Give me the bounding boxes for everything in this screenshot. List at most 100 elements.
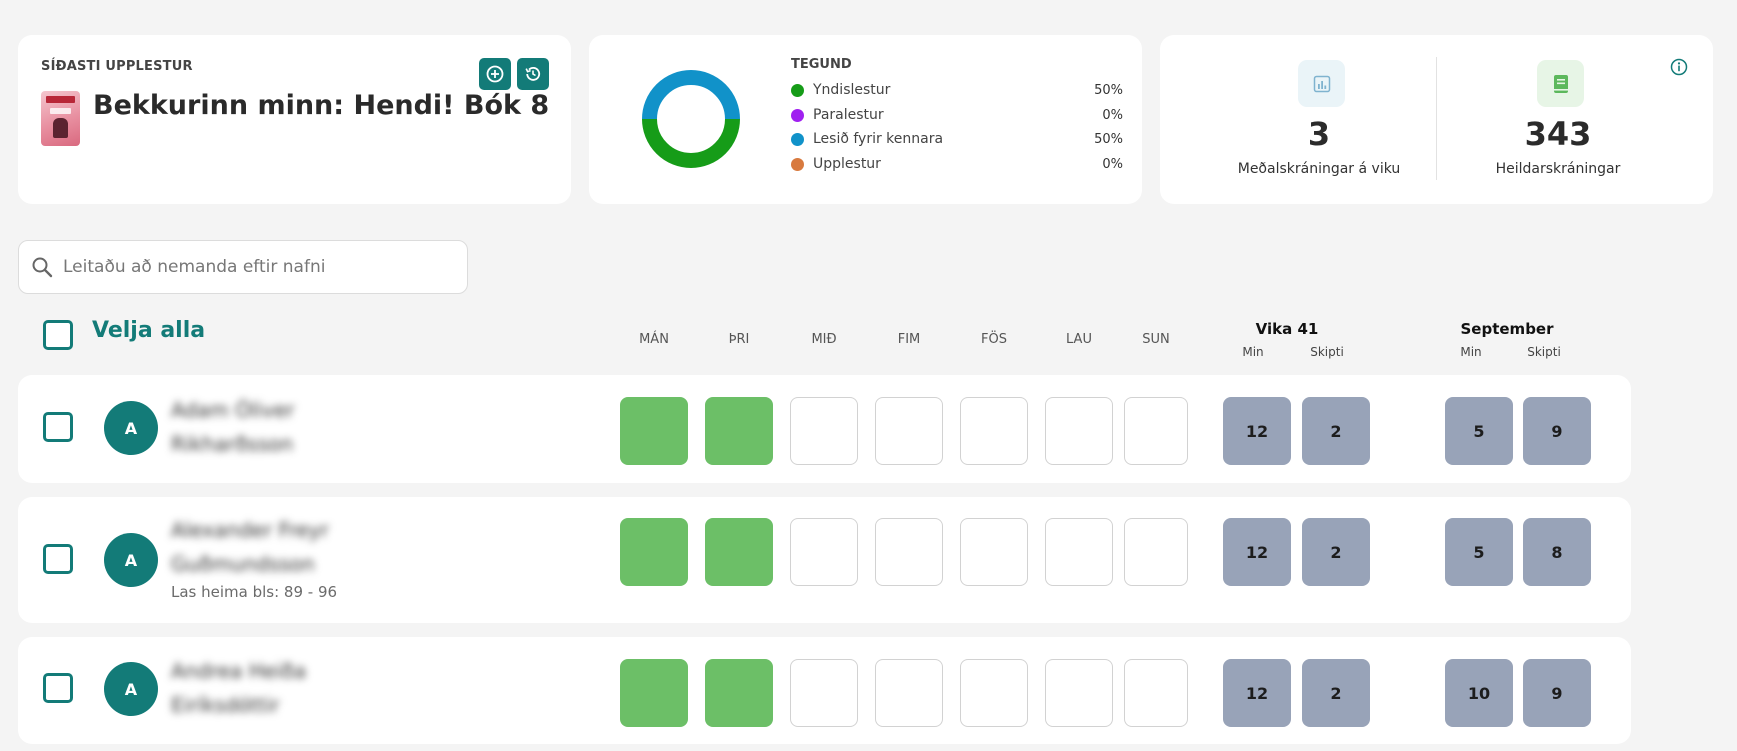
recent-reading-title: SÍÐASTI UPPLESTUR xyxy=(41,59,193,74)
student-first-name: Adam Óliver xyxy=(171,398,295,422)
legend-label: Yndislestur xyxy=(813,82,891,98)
week-times-value: 2 xyxy=(1302,518,1370,586)
legend-label: Paralestur xyxy=(813,107,884,123)
month-min-value: 5 xyxy=(1445,518,1513,586)
week-min-value: 12 xyxy=(1223,659,1291,727)
legend-item-paralestur: Paralestur 0% xyxy=(791,105,1123,125)
day-box[interactable] xyxy=(1124,518,1188,586)
type-legend-title: TEGUND xyxy=(791,57,852,72)
day-box[interactable] xyxy=(960,397,1028,465)
day-header-mon: MÁN xyxy=(639,332,669,347)
day-header-wed: MIÐ xyxy=(811,332,837,347)
student-checkbox[interactable] xyxy=(43,673,73,703)
day-box[interactable] xyxy=(620,518,688,586)
student-search xyxy=(18,240,468,294)
plus-circle-icon xyxy=(486,65,504,83)
day-box[interactable] xyxy=(875,397,943,465)
search-input[interactable] xyxy=(63,251,453,283)
day-box[interactable] xyxy=(1124,659,1188,727)
student-row[interactable]: A Adam Óliver Rikharðsson 12 2 5 9 xyxy=(18,375,1631,483)
student-checkbox[interactable] xyxy=(43,412,73,442)
month-min-header: Min xyxy=(1460,345,1482,359)
day-box[interactable] xyxy=(960,518,1028,586)
day-header-sun: SUN xyxy=(1142,332,1170,347)
month-min-value: 10 xyxy=(1445,659,1513,727)
legend-label: Lesið fyrir kennara xyxy=(813,131,944,147)
weekly-average-value: 3 xyxy=(1307,115,1331,153)
select-all-label[interactable]: Velja alla xyxy=(92,318,206,343)
legend-label: Upplestur xyxy=(813,156,881,172)
day-box[interactable] xyxy=(790,518,858,586)
day-header-thu: FIM xyxy=(897,332,921,347)
select-all-checkbox[interactable] xyxy=(43,320,73,350)
add-reading-button[interactable] xyxy=(479,58,511,90)
statistics-card: 3 Meðalskráningar á viku 343 Heildarskrá… xyxy=(1160,35,1713,204)
legend-percent: 50% xyxy=(1094,82,1123,98)
book-cover-image xyxy=(41,91,80,146)
student-last-name: Eiríksdóttir xyxy=(171,693,280,717)
book-title: Bekkurinn minn: Hendi! Bók 8 xyxy=(93,90,550,121)
student-row[interactable]: A Alexander Freyr Guðmundsson Las heima … xyxy=(18,497,1631,623)
reading-type-card: TEGUND Yndislestur 50% Paralestur 0% Les… xyxy=(589,35,1142,204)
stat-divider xyxy=(1436,57,1437,180)
student-checkbox[interactable] xyxy=(43,544,73,574)
week-times-value: 2 xyxy=(1302,659,1370,727)
history-icon xyxy=(525,67,541,81)
day-box[interactable] xyxy=(705,397,773,465)
day-box[interactable] xyxy=(790,659,858,727)
week-times-value: 2 xyxy=(1302,397,1370,465)
total-registrations-stat: 343 Heildarskráningar xyxy=(1433,35,1683,204)
month-times-value: 9 xyxy=(1523,397,1591,465)
day-header-sat: LAU xyxy=(1066,332,1092,347)
student-last-name: Guðmundsson xyxy=(171,552,315,576)
day-box[interactable] xyxy=(620,397,688,465)
day-box[interactable] xyxy=(1045,659,1113,727)
bar-chart-icon xyxy=(1298,60,1345,107)
day-header-tue: ÞRI xyxy=(728,332,750,347)
legend-dot xyxy=(791,132,804,146)
day-box[interactable] xyxy=(875,659,943,727)
day-box[interactable] xyxy=(1045,397,1113,465)
legend-percent: 0% xyxy=(1102,156,1123,172)
student-first-name: Alexander Freyr xyxy=(171,518,329,542)
reading-type-donut-chart xyxy=(642,70,740,168)
student-last-name: Rikharðsson xyxy=(171,432,294,456)
total-registrations-value: 343 xyxy=(1524,115,1592,153)
day-box[interactable] xyxy=(705,518,773,586)
week-min-header: Min xyxy=(1242,345,1264,359)
avatar: A xyxy=(104,662,158,716)
week-times-header: Skipti xyxy=(1310,345,1344,359)
month-min-value: 5 xyxy=(1445,397,1513,465)
legend-dot xyxy=(791,108,804,122)
info-icon[interactable] xyxy=(1670,58,1688,76)
day-box[interactable] xyxy=(620,659,688,727)
legend-item-yndislestur: Yndislestur 50% xyxy=(791,80,1123,100)
student-row[interactable]: A Andrea Heiða Eiríksdóttir 12 2 10 9 xyxy=(18,637,1631,744)
student-reading-note: Las heima bls: 89 - 96 xyxy=(171,583,338,601)
legend-percent: 50% xyxy=(1094,131,1123,147)
week-min-value: 12 xyxy=(1223,518,1291,586)
day-box[interactable] xyxy=(790,397,858,465)
total-registrations-label: Heildarskráningar xyxy=(1495,161,1621,177)
legend-item-upplestur: Upplestur 0% xyxy=(791,154,1123,174)
recent-reading-card: SÍÐASTI UPPLESTUR Bekkurinn minn: Hendi!… xyxy=(18,35,571,204)
legend-percent: 0% xyxy=(1102,107,1123,123)
avatar: A xyxy=(104,401,158,455)
legend-item-lesid-fyrir-kennara: Lesið fyrir kennara 50% xyxy=(791,129,1123,149)
day-box[interactable] xyxy=(1124,397,1188,465)
book-icon xyxy=(1537,60,1584,107)
month-times-header: Skipti xyxy=(1527,345,1561,359)
search-icon xyxy=(32,257,53,278)
week-header: Vika 41 xyxy=(1255,320,1319,338)
reading-history-button[interactable] xyxy=(517,58,549,90)
weekly-average-stat: 3 Meðalskráningar á viku xyxy=(1194,35,1444,204)
legend-dot xyxy=(791,157,804,171)
month-times-value: 9 xyxy=(1523,659,1591,727)
day-box[interactable] xyxy=(705,659,773,727)
donut-segment-yndislestur xyxy=(642,118,740,168)
day-box[interactable] xyxy=(960,659,1028,727)
month-times-value: 8 xyxy=(1523,518,1591,586)
student-first-name: Andrea Heiða xyxy=(171,659,307,683)
day-box[interactable] xyxy=(875,518,943,586)
day-box[interactable] xyxy=(1045,518,1113,586)
